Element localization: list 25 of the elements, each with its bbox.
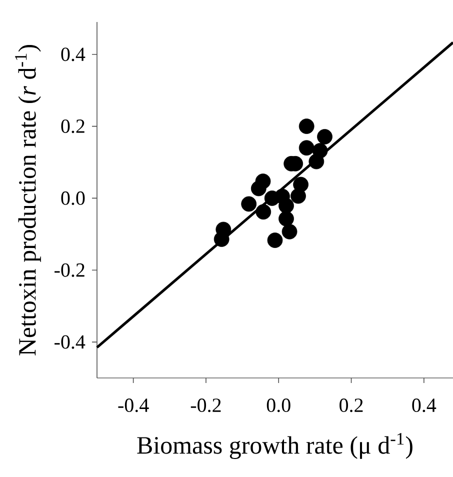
point — [267, 232, 283, 248]
y-tick-label: 0.2 — [61, 119, 84, 134]
x-tick-label: -0.2 — [190, 398, 221, 412]
x-tick-label: -0.4 — [118, 398, 149, 412]
point — [250, 180, 266, 196]
point — [317, 129, 332, 144]
point — [290, 188, 306, 204]
x-tick-label: 0.0 — [266, 398, 290, 412]
point — [298, 118, 314, 134]
x-axis-title: Biomass growth rate (μ d$^{-1}$) — [137, 432, 412, 459]
point — [214, 231, 230, 247]
point — [298, 140, 314, 156]
y-tick-label: -0.4 — [54, 335, 86, 349]
y-tick-label: 0.0 — [61, 191, 85, 205]
y-tick-label: -0.2 — [54, 263, 84, 277]
point — [308, 154, 324, 170]
point — [282, 224, 298, 240]
y-tick-label: 0.4 — [61, 48, 86, 62]
x-tick-label: 0.4 — [412, 398, 436, 412]
point — [278, 198, 294, 214]
y-axis-title: Nettoxin production rate (r d$^{-1}$) — [15, 44, 41, 356]
point — [278, 211, 294, 226]
x-tick-label: 0.2 — [340, 398, 363, 412]
point — [241, 196, 257, 212]
point — [256, 204, 272, 220]
